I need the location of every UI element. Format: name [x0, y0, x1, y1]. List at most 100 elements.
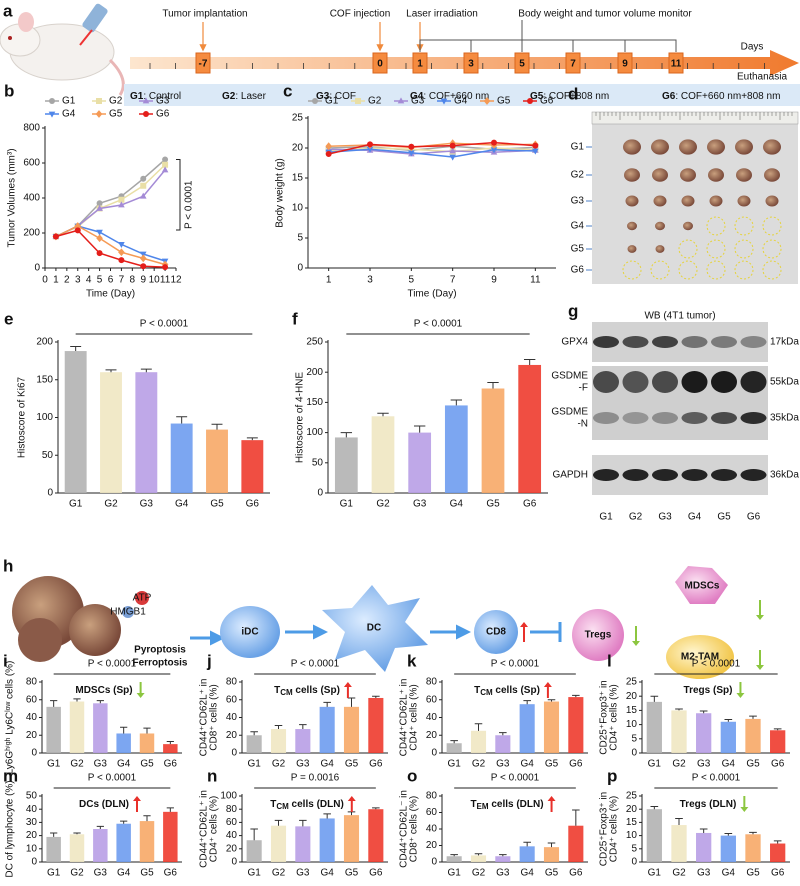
x-tick-label: G4 — [520, 868, 534, 879]
y-tick-label: 80 — [226, 804, 238, 815]
title-part: EM — [477, 802, 489, 811]
data-point — [490, 147, 498, 154]
data-point — [139, 192, 147, 199]
legend-label: G4 — [454, 96, 468, 107]
x-tick-label: G6 — [369, 868, 383, 879]
blot-band — [593, 371, 619, 393]
bar — [720, 835, 736, 862]
y-tick-label: 0 — [34, 263, 40, 274]
x-tick-label: G5 — [140, 868, 154, 879]
x-tick-label: G5 — [545, 759, 559, 770]
y-tick-label: 250 — [306, 337, 323, 348]
x-tick-label: G2 — [472, 868, 486, 879]
error-bar — [572, 809, 580, 826]
error-bar — [250, 731, 258, 736]
y-tick-label: 40 — [426, 824, 438, 835]
y-tick-label: 0 — [431, 748, 437, 759]
size-label: 55kDa — [770, 377, 799, 388]
bar — [69, 701, 85, 753]
y-tick-label: 60 — [426, 694, 438, 705]
x-tick-label: G5 — [746, 868, 760, 879]
size-label: 35kDa — [770, 413, 799, 424]
trend-arrow-head — [632, 641, 640, 646]
error-bar — [523, 359, 536, 365]
x-tick-label: G6 — [569, 759, 583, 770]
bar — [371, 416, 395, 493]
group-legend-entry: G6: COF+660 nm+808 nm — [662, 91, 780, 102]
legend-label: G5 — [497, 96, 511, 107]
group-desc: : COF+808 nm — [543, 91, 609, 102]
legend-marker — [48, 111, 56, 118]
error-bar — [749, 715, 757, 719]
y-axis-label: CD4⁺ cells (%) — [609, 796, 620, 862]
x-tick-label: G5 — [345, 759, 359, 770]
chart-title: MDSCs (Sp) — [75, 685, 132, 696]
legend-marker — [483, 97, 491, 105]
bar — [543, 847, 560, 862]
panel-label: o — [407, 766, 417, 785]
error-bar — [299, 724, 307, 730]
day-box — [372, 52, 388, 74]
title-part: cells (DLN) — [489, 799, 544, 810]
error-bar — [724, 718, 733, 722]
x-tick-label: G3 — [140, 499, 154, 510]
y-tick-label: 25 — [626, 677, 638, 688]
blot-band — [711, 336, 737, 348]
x-tick-label: G4 — [450, 499, 464, 510]
y-tick-label: 20 — [26, 830, 38, 841]
bar — [46, 836, 61, 862]
data-point — [367, 141, 373, 148]
bar — [568, 697, 584, 753]
y-tick-label: 15 — [626, 817, 638, 828]
tumor-absent — [678, 260, 698, 280]
significance-label: P < 0.0001 — [88, 773, 137, 784]
data-point — [74, 227, 81, 234]
blot-band — [593, 336, 619, 348]
tumor — [709, 195, 723, 207]
blot-band — [681, 469, 708, 481]
bar — [646, 809, 662, 862]
tumor — [765, 195, 779, 207]
y-axis-label: CD8⁺ cells (%) — [209, 684, 220, 750]
legend-label: G1 — [325, 96, 339, 107]
group-legend-entry: G2: Laser — [222, 91, 267, 102]
x-tick-label: G2 — [104, 499, 118, 510]
data-point — [449, 147, 456, 154]
y-tick-label: 200 — [36, 337, 53, 348]
chart-title: TEM cells (DLN) — [470, 799, 543, 811]
event-label: COF injection — [330, 9, 391, 20]
x-tick-label: 4 — [86, 275, 92, 286]
tumor-absent — [706, 216, 726, 236]
legend-marker — [95, 110, 103, 118]
x-tick-label: G6 — [771, 868, 785, 879]
legend-marker — [96, 98, 102, 104]
y-axis-label: CD44⁺CD62L⁺ in — [199, 679, 210, 757]
bar — [481, 388, 505, 493]
panel-label: l — [607, 651, 612, 670]
error-bar — [323, 701, 331, 707]
data-point — [96, 200, 103, 207]
error-bar — [650, 806, 659, 810]
x-tick-label: 3 — [75, 275, 81, 286]
panel-label: e — [4, 309, 13, 328]
x-tick-label: G2 — [272, 759, 286, 770]
data-point — [491, 139, 497, 146]
legend-marker — [49, 98, 55, 104]
panel-label: d — [568, 84, 578, 103]
day-box — [195, 52, 211, 74]
error-bar — [749, 831, 757, 835]
group-desc: : Laser — [235, 91, 266, 102]
data-point — [140, 263, 147, 270]
x-tick-label: G6 — [246, 499, 260, 510]
error-bar — [143, 727, 151, 734]
error-bar — [499, 732, 507, 736]
x-tick-label: G1 — [47, 759, 61, 770]
data-point — [532, 148, 539, 155]
blot-band — [622, 412, 649, 424]
blot-band — [652, 469, 678, 481]
group-desc: : Control — [143, 91, 181, 102]
lane-label: G3 — [658, 512, 672, 523]
trend-arrow-head — [736, 693, 745, 698]
blot-band — [740, 371, 767, 393]
x-tick-label: 9 — [140, 275, 146, 286]
